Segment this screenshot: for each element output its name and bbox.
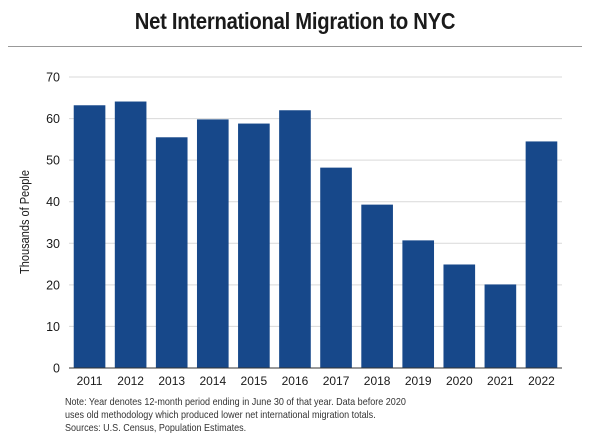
x-tick-label: 2017	[323, 374, 350, 388]
bar-2020	[443, 264, 476, 368]
y-tick-label: 10	[46, 320, 60, 334]
y-tick-label: 60	[46, 112, 60, 126]
bar-2017	[320, 167, 352, 368]
y-tick-label: 50	[46, 154, 60, 168]
bar-2013	[155, 137, 188, 368]
x-tick-label: 2018	[364, 374, 391, 388]
x-tick-label: 2014	[199, 374, 226, 388]
chart-note-line-2: uses old methodology which produced lowe…	[65, 409, 376, 421]
bar-2022	[525, 141, 558, 368]
bar-2011	[73, 105, 106, 369]
x-tick-label: 2013	[158, 374, 185, 388]
x-tick-label: 2019	[405, 374, 432, 388]
x-tick-label: 2020	[446, 374, 473, 388]
y-axis-ticks: 0 10 20 30 40 50 60 70	[46, 71, 60, 376]
x-tick-label: 2012	[117, 374, 144, 388]
x-tick-label: 2015	[241, 374, 268, 388]
y-tick-label: 20	[46, 278, 60, 292]
bar-2021	[484, 284, 517, 368]
bar-2019	[402, 240, 435, 368]
x-tick-label: 2016	[282, 374, 309, 388]
title-divider	[8, 46, 582, 47]
bar-2018	[361, 204, 393, 368]
y-axis-label: Thousands of People	[18, 170, 32, 274]
y-tick-label: 40	[46, 195, 60, 209]
y-tick-label: 0	[53, 362, 60, 376]
chart-note-line-1: Note: Year denotes 12-month period endin…	[65, 396, 406, 408]
x-axis-ticks: 2011 2012 2013 2014 2015 2016 2017 2018 2019 2020…	[77, 374, 555, 388]
bar-2016	[279, 110, 311, 368]
bar-2015	[238, 123, 270, 368]
bar-2012	[114, 101, 147, 368]
bar-2014	[196, 119, 229, 368]
x-tick-label: 2022	[528, 374, 555, 388]
chart-sources: Sources: U.S. Census, Population Estimat…	[65, 422, 247, 434]
bars	[73, 101, 558, 369]
gridlines	[69, 76, 562, 327]
y-tick-label: 30	[46, 237, 60, 251]
chart-title: Net International Migration to NYC	[134, 8, 456, 34]
y-tick-label: 70	[46, 71, 60, 85]
x-tick-label: 2011	[77, 374, 103, 388]
x-tick-label: 2021	[487, 374, 514, 388]
